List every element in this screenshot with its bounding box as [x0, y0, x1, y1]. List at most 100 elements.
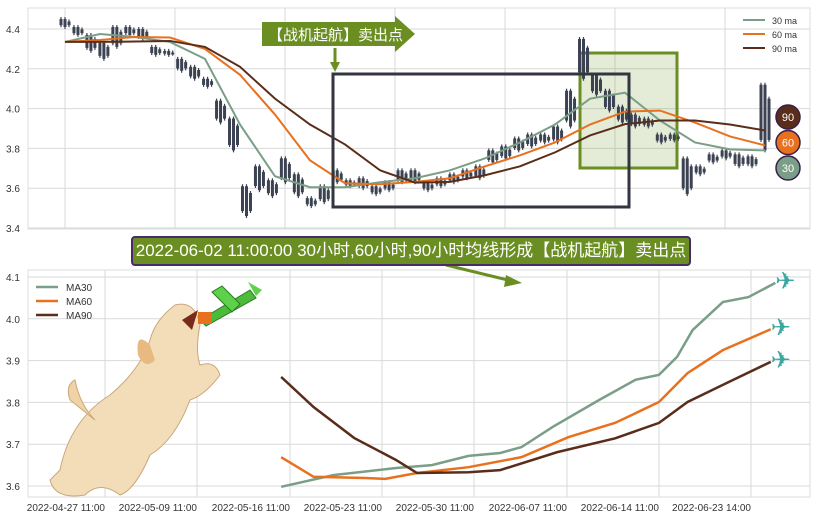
candle-body: [767, 98, 771, 140]
x-tick-label: 2022-05-09 11:00: [119, 503, 198, 514]
legend: MA30 MA60 MA90: [36, 283, 93, 322]
candle-body: [611, 95, 615, 107]
candle-body: [158, 49, 162, 54]
candle-body: [750, 156, 754, 167]
arrow-banner-label: 【战机起航】卖出点: [268, 27, 403, 44]
end-badge-30: [775, 155, 801, 181]
candle-body: [672, 134, 676, 141]
candle-body: [586, 47, 590, 73]
candle-body: [534, 137, 538, 145]
candle-body: [676, 136, 680, 139]
candle-body: [59, 19, 63, 26]
candle-body: [270, 180, 274, 197]
candle-body: [257, 166, 261, 191]
candle-body: [296, 174, 300, 197]
candle-body: [508, 149, 512, 156]
candle-body: [582, 38, 586, 79]
end-badge-label: 90: [782, 112, 794, 124]
annotation-arrow-shaft: [445, 263, 513, 283]
candle-body: [530, 134, 534, 147]
candle-body: [426, 182, 430, 191]
candle-body: [67, 21, 71, 26]
candle-body: [556, 126, 560, 143]
candle-body: [681, 158, 685, 189]
candle-body: [154, 46, 158, 55]
plot-area: [27, 7, 811, 230]
candle-body: [478, 166, 482, 179]
dog-ear: [137, 339, 155, 364]
candle-body: [266, 180, 270, 194]
candle-body: [261, 171, 265, 187]
candle-body: [659, 134, 663, 143]
candle-body: [702, 168, 706, 173]
candle-body: [513, 138, 517, 148]
candle-body: [279, 158, 283, 179]
candle-body: [300, 179, 304, 193]
candle-body: [590, 74, 594, 92]
candle-body: [283, 158, 287, 183]
candle-body: [313, 200, 317, 205]
y-tick-label: 3.4: [6, 224, 20, 235]
ma-line-MA90: [280, 360, 772, 475]
candle-body: [456, 176, 460, 181]
y-tick-label: 3.9: [6, 357, 20, 368]
end-badge-90: [775, 104, 801, 130]
down-arrow-head: [330, 62, 340, 72]
candle-body: [370, 186, 374, 193]
candle-body: [694, 166, 698, 173]
y-tick-label: 4.0: [6, 105, 20, 116]
candle-body: [232, 118, 236, 151]
plane-tail: [248, 282, 262, 296]
candle-body: [309, 198, 313, 207]
candle-body: [594, 74, 598, 95]
candle-body: [223, 105, 227, 119]
arrow-banner: [262, 16, 415, 52]
candle-body: [746, 156, 750, 165]
candle-body: [620, 106, 624, 123]
legend-label: MA90: [66, 311, 93, 322]
x-tick-label: 2022-05-23 11:00: [304, 503, 383, 514]
legend-label: 60 ma: [772, 30, 797, 40]
candle-body: [487, 150, 491, 160]
candle-body: [598, 79, 602, 92]
candle-body: [210, 81, 214, 85]
ma-line-90-ma: [65, 39, 766, 184]
candle-body: [305, 198, 309, 205]
candle-body: [539, 134, 543, 141]
candle-body: [521, 141, 525, 148]
candle-body: [491, 150, 495, 163]
x-tick-label: 2022-05-16 11:00: [212, 503, 291, 514]
dog-illustration: [49, 303, 221, 497]
candle-body: [482, 169, 486, 176]
candle-body: [63, 19, 67, 27]
x-tick-label: 2022-06-07 11:00: [489, 503, 568, 514]
candle-body: [387, 182, 391, 191]
candle-body: [741, 157, 745, 164]
candle-body: [72, 27, 76, 34]
candle-body: [698, 166, 702, 175]
signal-annotation-banner: 2022-06-02 11:00:00 30小时,60小时,90小时均线形成【战…: [131, 236, 691, 266]
top-candlestick-chart: 3.4 3.6 3.8 4.0 4.2 4.4 【战机起航】卖出点 30 ma 60 ma 90 …: [6, 7, 811, 235]
candle-body: [374, 186, 378, 195]
candle-body: [339, 173, 343, 180]
candle-body: [244, 186, 248, 217]
candle-body: [409, 170, 413, 180]
bottom-ma-chart: 3.6 3.7 3.8 3.9 4.0 4.1 2022-04-27 11:00 2022-0…: [6, 263, 811, 514]
candle-body: [167, 50, 171, 55]
candle-body: [655, 134, 659, 141]
ma-line-MA60: [280, 328, 772, 481]
candle-body: [724, 150, 728, 159]
candle-body: [474, 166, 478, 176]
candle-body: [124, 27, 128, 34]
candle-body: [396, 170, 400, 180]
legend-label: 90 ma: [772, 44, 797, 54]
signal-box: [331, 72, 631, 209]
candle-body: [603, 90, 607, 107]
candle-body: [465, 170, 469, 179]
candle-body: [141, 29, 145, 39]
candle-body: [715, 156, 719, 161]
y-tick-label: 4.2: [6, 65, 20, 76]
candle-body: [552, 126, 556, 140]
end-badge-60: [775, 129, 801, 156]
